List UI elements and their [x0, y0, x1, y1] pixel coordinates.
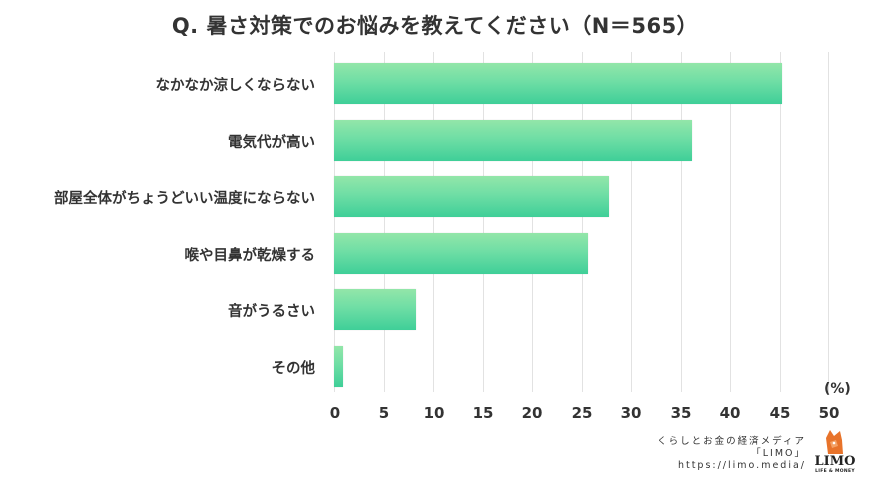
bar — [334, 63, 783, 104]
category-label: 音がうるさい — [228, 304, 315, 320]
category-label: 喉や目鼻が乾燥する — [184, 248, 316, 264]
bar — [334, 120, 693, 161]
logo-tagline: LIFE & MONEY — [815, 469, 855, 474]
x-axis-unit: (%) — [824, 381, 851, 397]
category-label: なかなか涼しくならない — [155, 78, 316, 94]
gridline — [581, 52, 583, 392]
bar — [334, 289, 417, 330]
gridline — [779, 52, 781, 392]
logo-wordmark: LIMO — [814, 454, 856, 469]
x-tick: 15 — [472, 404, 494, 422]
category-label: その他 — [271, 361, 316, 377]
gridline — [383, 52, 385, 392]
gridline — [631, 52, 632, 392]
x-tick: 45 — [769, 404, 791, 422]
credit-line-3: https://limo.media/ — [677, 460, 806, 471]
x-tick: 40 — [719, 404, 741, 422]
credit-line-1: くらしとお金の経済メディア — [657, 436, 806, 447]
fox-icon — [826, 430, 843, 454]
x-tick: 35 — [670, 404, 692, 422]
plot-area — [334, 52, 829, 392]
bar — [334, 176, 610, 217]
bar — [334, 233, 589, 274]
gridline — [482, 52, 484, 392]
x-tick: 20 — [521, 404, 543, 422]
limo-logo: LIMO LIFE & MONEY — [812, 428, 858, 478]
credit-line-2: 「LIMO」 — [751, 448, 806, 459]
bar — [334, 346, 343, 387]
gridline — [433, 52, 434, 392]
gridline — [334, 52, 335, 392]
chart-title: Q. 暑さ対策でのお悩みを教えてください（N＝565） — [171, 14, 699, 38]
gridline — [532, 52, 533, 392]
category-label: 部屋全体がちょうどいい温度にならない — [54, 191, 315, 207]
x-tick: 5 — [378, 404, 390, 422]
x-tick: 10 — [423, 404, 445, 422]
gridline — [680, 52, 682, 392]
category-label: 電気代が高い — [228, 135, 315, 151]
x-tick: 0 — [329, 404, 341, 422]
gridline — [828, 52, 829, 392]
x-tick: 50 — [818, 404, 840, 422]
x-tick: 30 — [620, 404, 642, 422]
source-credit: くらしとお金の経済メディア 「LIMO」 https://limo.media/ — [657, 436, 806, 472]
x-tick: 25 — [571, 404, 593, 422]
gridline — [730, 52, 731, 392]
